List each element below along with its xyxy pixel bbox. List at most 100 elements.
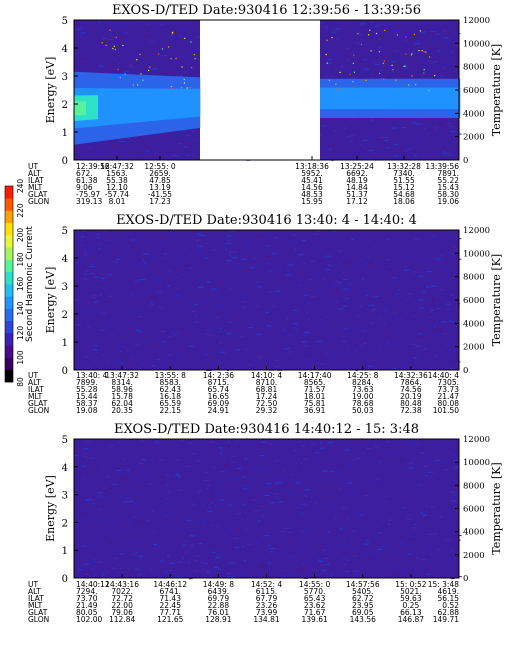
texture-speck: [191, 311, 195, 313]
texture-speck: [223, 303, 227, 305]
y2-tick-label: 8000: [463, 63, 485, 73]
texture-speck: [258, 358, 261, 360]
texture-speck: [276, 267, 281, 269]
texture-speck: [428, 520, 432, 523]
texture-speck: [423, 65, 427, 67]
texture-speck: [381, 150, 387, 152]
texture-speck: [329, 338, 333, 340]
ephemeris-cell: 7864.: [400, 378, 421, 387]
band-mid: [122, 88, 125, 124]
texture-speck: [182, 544, 186, 546]
texture-speck: [208, 349, 215, 351]
texture-speck: [141, 37, 146, 39]
texture-speck: [87, 480, 91, 483]
texture-speck: [432, 235, 435, 237]
texture-speck: [313, 332, 318, 334]
texture-speck: [217, 304, 223, 306]
speckle: [136, 59, 138, 61]
speckle: [175, 58, 177, 60]
texture-speck: [301, 341, 307, 343]
texture-speck: [429, 443, 432, 445]
texture-speck: [365, 141, 369, 143]
plasma-band: [74, 71, 461, 145]
texture-speck: [437, 308, 440, 310]
texture-speck: [327, 546, 333, 548]
texture-speck: [74, 454, 79, 456]
texture-speck: [166, 31, 168, 33]
texture-speck: [102, 38, 107, 40]
ephemeris-cell: 51.55: [393, 176, 415, 185]
texture-speck: [351, 117, 356, 119]
texture-speck: [442, 469, 448, 471]
ephemeris-cell: 69.09: [208, 399, 230, 408]
texture-speck: [147, 519, 151, 521]
texture-speck: [312, 251, 315, 253]
texture-speck: [239, 574, 244, 577]
texture-speck: [154, 269, 158, 271]
band-mid: [392, 87, 395, 110]
texture-speck: [113, 252, 118, 254]
texture-speck: [126, 567, 131, 569]
texture-speck: [247, 575, 252, 577]
texture-speck: [218, 452, 223, 454]
texture-speck: [106, 72, 108, 74]
texture-speck: [401, 319, 403, 321]
texture-speck: [300, 272, 306, 274]
texture-speck: [168, 367, 171, 369]
texture-speck: [404, 468, 411, 470]
band-mid: [196, 88, 199, 117]
texture-speck: [356, 23, 358, 25]
texture-speck: [152, 484, 157, 487]
texture-speck: [341, 474, 347, 476]
ephemeris-cell: 13:39:56: [425, 162, 459, 171]
texture-speck: [336, 487, 342, 489]
speckle: [117, 68, 119, 71]
ephemeris-cell: 13:25:24: [340, 162, 374, 171]
texture-speck: [233, 520, 238, 522]
texture-speck: [340, 479, 346, 481]
texture-speck: [189, 253, 194, 255]
texture-speck: [75, 324, 81, 326]
texture-speck: [120, 328, 123, 330]
texture-speck: [77, 478, 80, 480]
texture-speck: [83, 564, 89, 566]
texture-speck: [424, 574, 429, 576]
texture-speck: [359, 325, 365, 327]
texture-speck: [116, 359, 121, 361]
texture-speck: [85, 468, 91, 470]
texture-speck: [435, 295, 438, 297]
band-mid: [400, 87, 403, 110]
texture-speck: [279, 330, 285, 333]
texture-speck: [259, 364, 264, 366]
texture-speck: [164, 571, 167, 574]
texture-speck: [304, 353, 308, 355]
texture-speck: [151, 344, 157, 346]
spectrogram-background: [74, 439, 459, 578]
band-core: [86, 95, 89, 120]
texture-speck: [142, 253, 149, 255]
texture-speck: [389, 572, 392, 574]
texture-speck: [344, 449, 350, 451]
texture-speck: [173, 354, 179, 356]
texture-speck: [165, 463, 168, 465]
texture-speck: [220, 351, 226, 353]
ephemeris-cell: 14:52: 4: [251, 580, 283, 589]
texture-speck: [260, 353, 266, 355]
texture-speck: [190, 546, 194, 548]
y-tick-label: 0: [62, 156, 68, 167]
texture-speck: [205, 292, 211, 294]
ephemeris-cell: 6439.: [208, 587, 229, 596]
texture-speck: [428, 69, 433, 72]
texture-speck: [411, 320, 415, 322]
texture-speck: [406, 514, 412, 516]
texture-speck: [88, 514, 91, 517]
texture-speck: [243, 344, 247, 346]
texture-speck: [351, 488, 357, 490]
band-mid: [128, 88, 131, 124]
speckle: [383, 78, 385, 80]
texture-speck: [229, 287, 233, 289]
texture-speck: [102, 538, 104, 540]
texture-speck: [413, 442, 417, 444]
texture-speck: [85, 302, 88, 304]
texture-speck: [204, 243, 209, 245]
